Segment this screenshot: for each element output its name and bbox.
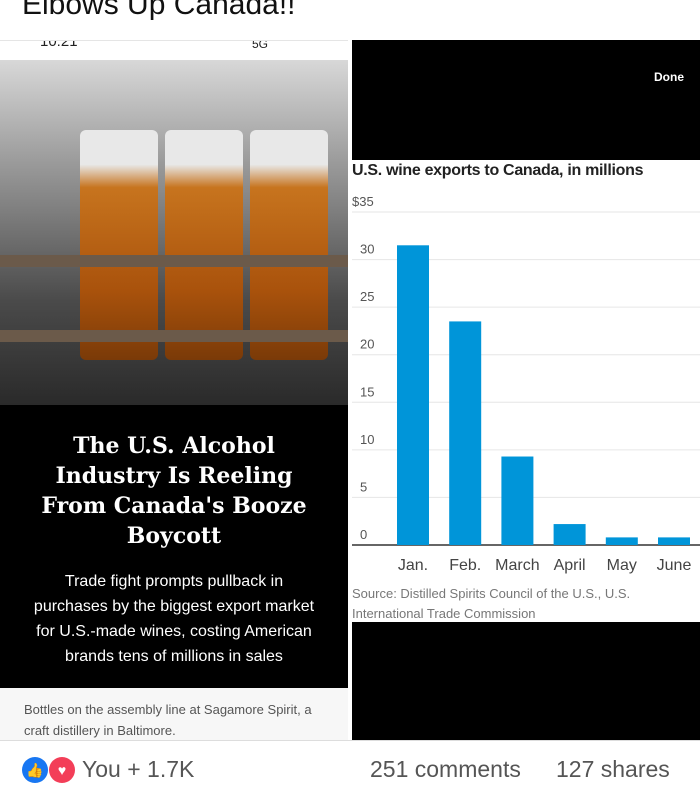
bar-march xyxy=(501,456,534,545)
status-time: 10:21 xyxy=(40,40,78,50)
reactions-count[interactable]: You + 1.7K xyxy=(82,756,195,782)
article-dek: Trade fight prompts pullback in purchase… xyxy=(33,573,315,665)
chart-screenshot: Done U.S. wine exports to Canada, in mil… xyxy=(352,40,700,740)
x-tick-label: March xyxy=(495,557,539,574)
article-header: The U.S. Alcohol Industry Is Reeling Fro… xyxy=(0,405,348,688)
chart-title: U.S. wine exports to Canada, in millions xyxy=(352,162,644,179)
bar-chart: 0 5 10 15 20 25 30 $35 Jan. Feb. March April May June xyxy=(352,194,700,574)
shares-count[interactable]: 127 shares xyxy=(556,756,670,782)
chart: U.S. wine exports to Canada, in millions… xyxy=(352,160,700,622)
photo-caption: Bottles on the assembly line at Sagamore… xyxy=(0,688,348,740)
status-indicators: 5G xyxy=(252,40,269,51)
x-tick-label: Feb. xyxy=(449,557,481,574)
bar-april xyxy=(553,524,586,545)
y-tick-label: 5 xyxy=(360,479,367,494)
rail xyxy=(0,255,348,267)
like-icon[interactable]: 👍 xyxy=(22,757,48,783)
chart-source: Source: Distilled Spirits Council of the… xyxy=(352,586,631,621)
love-icon[interactable]: ♥ xyxy=(49,757,75,783)
y-tick-label: 25 xyxy=(360,289,374,304)
done-button[interactable]: Done xyxy=(654,70,684,84)
bar-may xyxy=(605,537,638,545)
article-screenshot: 10:21 5G The U.S. Alcohol Industry Is Re… xyxy=(0,40,348,740)
post-footer: 👍 ♥ You + 1.7K 251 comments 127 shares xyxy=(0,740,700,802)
y-tick-label: 15 xyxy=(360,384,374,399)
y-tick-label: 20 xyxy=(360,337,374,352)
x-tick-label: Jan. xyxy=(398,557,428,574)
y-tick-label: $35 xyxy=(352,194,374,209)
bar-feb xyxy=(449,321,482,545)
bar-jan xyxy=(397,245,429,546)
x-tick-label: April xyxy=(554,557,586,574)
bar-june xyxy=(658,537,690,545)
article-headline: The U.S. Alcohol Industry Is Reeling Fro… xyxy=(41,433,307,549)
bottle-image xyxy=(250,130,328,360)
rail xyxy=(0,330,348,342)
bottle-image xyxy=(165,130,243,360)
post-title: Elbows Up Canada!! xyxy=(22,0,296,21)
article-photo xyxy=(0,60,348,405)
bottle-image xyxy=(80,130,158,360)
comments-count[interactable]: 251 comments xyxy=(370,756,521,782)
y-tick-label: 30 xyxy=(360,242,374,257)
y-tick-label: 10 xyxy=(360,432,374,447)
x-tick-label: May xyxy=(607,557,637,574)
x-tick-label: June xyxy=(657,557,692,574)
phone-status-bar: 10:21 5G xyxy=(0,40,348,60)
y-tick-label: 0 xyxy=(360,527,367,542)
